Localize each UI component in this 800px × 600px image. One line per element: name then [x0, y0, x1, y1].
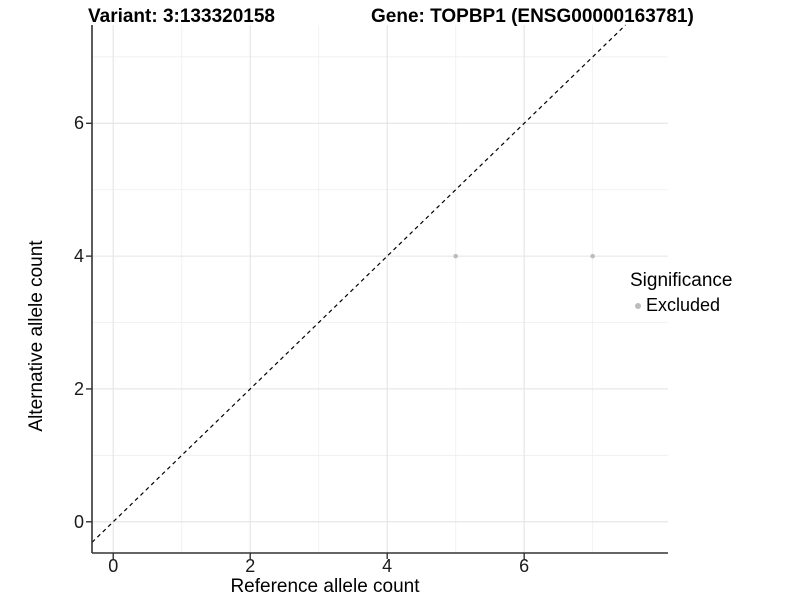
- legend-item-excluded: Excluded: [630, 295, 732, 316]
- x-tick-label: 2: [245, 556, 256, 576]
- y-tick-label: 0: [73, 511, 84, 532]
- x-tick-label: 6: [519, 556, 530, 576]
- y-tick-label: 4: [73, 246, 84, 267]
- y-tick-label: 2: [73, 378, 84, 399]
- y-tick-label: 6: [73, 113, 84, 134]
- data-point: [453, 253, 458, 259]
- legend-title: Significance: [630, 270, 733, 291]
- legend-item-label: Excluded: [646, 295, 721, 315]
- gene-title: Gene: TOPBP1 (ENSG00000163781): [371, 6, 694, 27]
- x-axis-title: Reference allele count: [0, 576, 650, 598]
- legend: Significance Excluded: [630, 270, 732, 316]
- identity-dashed-line: [91, 24, 626, 543]
- variant-title: Variant: 3:133320158: [88, 6, 275, 27]
- x-tick-label: 0: [108, 556, 119, 576]
- data-point: [590, 253, 595, 259]
- excluded-point-icon: [635, 302, 641, 309]
- x-axis-title-text: Reference allele count: [230, 576, 420, 597]
- y-axis-title-text: Alternative allele count: [26, 240, 47, 432]
- x-tick-label: 4: [382, 556, 393, 576]
- y-axis-title: Alternative allele count: [26, 146, 48, 526]
